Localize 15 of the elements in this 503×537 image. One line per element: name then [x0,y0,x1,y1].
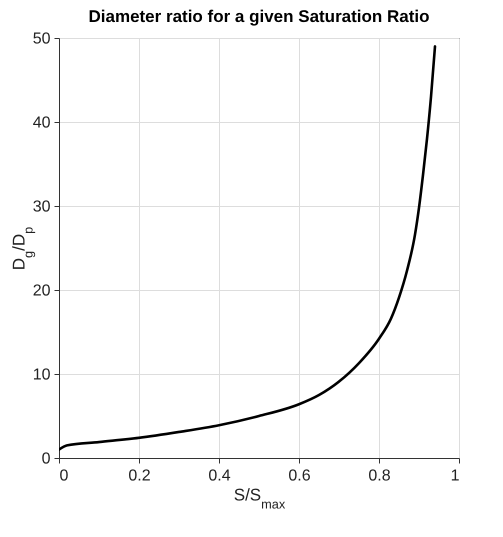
y-tick-label: 30 [32,198,51,216]
x-axis-title: S/S$_{max}$ [234,486,286,511]
x-tick-label: 0.2 [128,468,151,484]
line-series [59,45,436,451]
x-tick-label: 0.6 [288,468,311,484]
x-tick-label: 1 [450,468,460,484]
x-tick-label: 0 [60,468,68,484]
y-tick-label: 40 [32,114,51,132]
y-tick-label: 20 [32,282,51,300]
y-tick-label: 0 [42,450,51,468]
chart-title: Diameter ratio for a given Saturation Ratio [88,7,430,26]
x-tick-label: 0.4 [208,468,231,484]
x-tick-label: 0.8 [368,468,391,484]
y-tick-label: 10 [32,366,51,384]
y-tick-label: 50 [32,30,51,48]
